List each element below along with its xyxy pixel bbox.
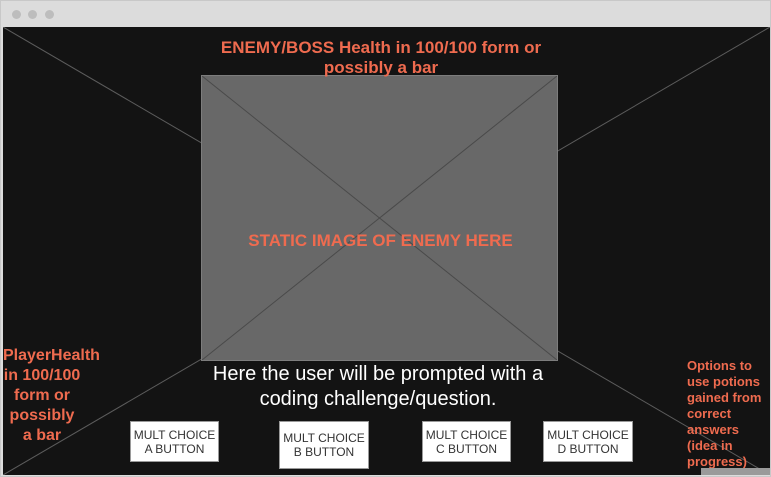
window-control-dot (28, 10, 37, 19)
choice-a-button[interactable]: MULT CHOICE A BUTTON (130, 421, 219, 462)
enemy-image-placeholder: STATIC IMAGE OF ENEMY HERE (201, 75, 558, 361)
choice-d-button[interactable]: MULT CHOICE D BUTTON (543, 421, 633, 462)
potions-options-label: Options to use potions gained from corre… (687, 358, 762, 469)
player-health-label: PlayerHealth in 100/100 form or possibly… (3, 347, 100, 444)
window-titlebar (1, 1, 770, 27)
window-control-dot (45, 10, 54, 19)
choice-c-button[interactable]: MULT CHOICE C BUTTON (422, 421, 511, 462)
enemy-image-cross (202, 76, 557, 360)
game-screen: STATIC IMAGE OF ENEMY HERE ENEMY/BOSS He… (3, 27, 770, 475)
enemy-image-label: STATIC IMAGE OF ENEMY HERE (248, 231, 513, 250)
question-prompt: Here the user will be prompted with a co… (212, 363, 544, 410)
window-control-dot (12, 10, 21, 19)
enemy-health-label: ENEMY/BOSS Health in 100/100 form or pos… (220, 38, 542, 77)
corner-tag (701, 468, 770, 475)
choice-b-button[interactable]: MULT CHOICE B BUTTON (279, 421, 369, 469)
